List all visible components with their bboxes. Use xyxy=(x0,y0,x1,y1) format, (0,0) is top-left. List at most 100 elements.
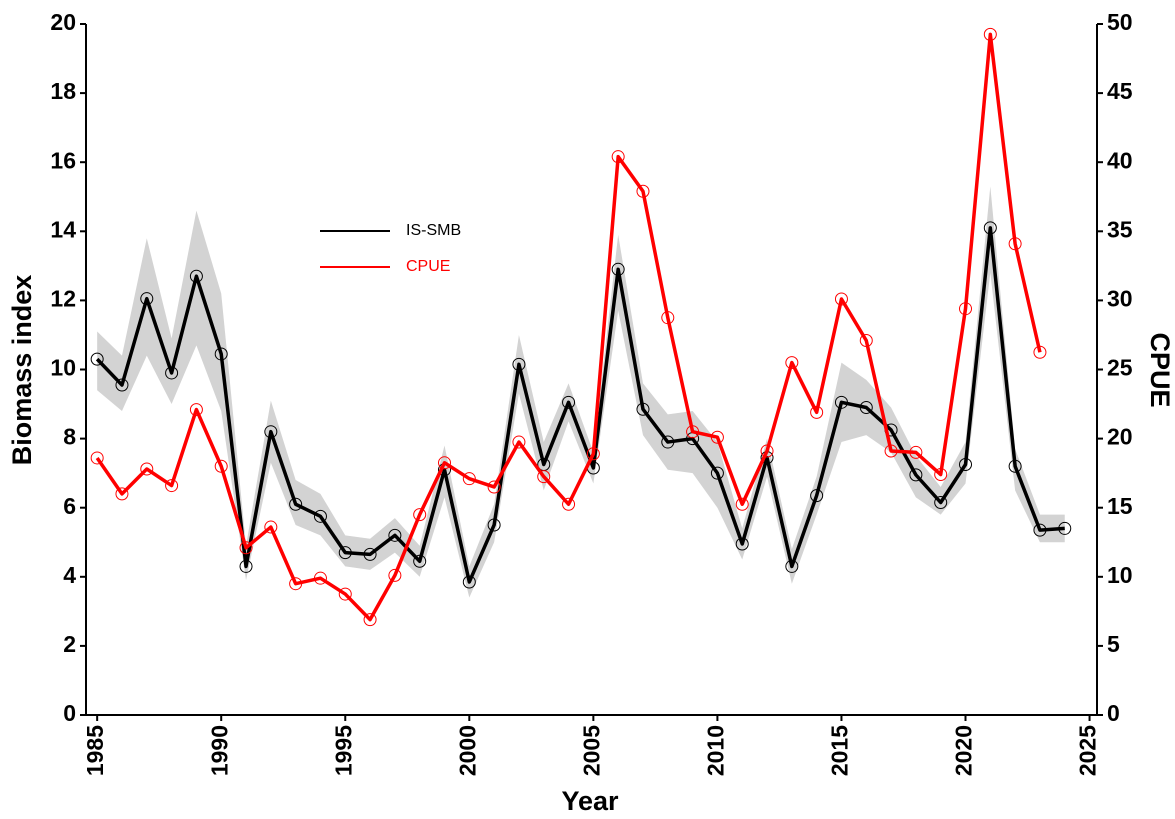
data-point xyxy=(413,554,427,568)
y-tick-label: 16 xyxy=(50,147,76,173)
y2-tick-label: 15 xyxy=(1107,493,1133,519)
y-tick-label: 4 xyxy=(63,562,76,588)
data-point xyxy=(661,311,675,325)
data-point xyxy=(462,472,476,486)
data-point xyxy=(1008,237,1022,251)
data-point xyxy=(115,378,129,392)
data-point xyxy=(710,430,724,444)
data-point xyxy=(363,547,377,561)
data-point xyxy=(686,425,700,439)
y2-tick-label: 50 xyxy=(1107,9,1133,35)
y-tick-label: 14 xyxy=(50,216,76,242)
data-point xyxy=(735,537,749,551)
data-point xyxy=(636,184,650,198)
data-point xyxy=(289,577,303,591)
data-point xyxy=(785,559,799,573)
data-point xyxy=(983,27,997,41)
y-tick-label: 6 xyxy=(63,493,76,519)
data-point xyxy=(140,462,154,476)
x-tick-label: 2025 xyxy=(1075,725,1101,776)
x-tick-label: 2005 xyxy=(578,725,604,776)
data-point xyxy=(661,435,675,449)
data-point xyxy=(289,497,303,511)
series-line xyxy=(95,226,1065,584)
y-axis-title: Biomass index xyxy=(7,275,37,466)
data-point xyxy=(165,366,179,380)
data-point xyxy=(785,356,799,370)
data-point xyxy=(487,518,501,532)
data-point xyxy=(90,451,104,465)
data-point xyxy=(1008,459,1022,473)
data-point xyxy=(810,489,824,503)
data-point xyxy=(264,425,278,439)
y-tick-label: 12 xyxy=(50,285,76,311)
data-point xyxy=(934,468,948,482)
y-tick-label: 2 xyxy=(63,631,76,657)
y2-tick-label: 25 xyxy=(1107,355,1133,381)
data-point xyxy=(487,480,501,494)
y2-tick-label: 30 xyxy=(1107,285,1133,311)
data-point xyxy=(859,401,873,415)
data-point xyxy=(810,405,824,419)
y-tick-label: 20 xyxy=(50,9,76,35)
data-point xyxy=(636,402,650,416)
data-point xyxy=(363,613,377,627)
y-tick-label: 8 xyxy=(63,424,76,450)
y-tick-label: 18 xyxy=(50,78,76,104)
data-point xyxy=(239,541,253,555)
data-point xyxy=(239,559,253,573)
data-point xyxy=(189,403,203,417)
y2-tick-label: 40 xyxy=(1107,147,1133,173)
data-point xyxy=(189,269,203,283)
legend-label: IS-SMB xyxy=(406,222,461,239)
data-point xyxy=(710,466,724,480)
y2-tick-label: 10 xyxy=(1107,562,1133,588)
data-point xyxy=(611,150,625,164)
x-tick-label: 2020 xyxy=(951,725,977,776)
data-point xyxy=(115,487,129,501)
y-tick-label: 10 xyxy=(50,355,76,381)
data-point xyxy=(959,458,973,472)
data-point xyxy=(959,302,973,316)
data-point xyxy=(338,587,352,601)
y2-tick-label: 20 xyxy=(1107,424,1133,450)
data-point xyxy=(1058,521,1072,535)
data-point xyxy=(165,479,179,493)
y2-tick-label: 35 xyxy=(1107,216,1133,242)
data-point xyxy=(537,470,551,484)
data-point xyxy=(512,357,526,371)
data-point xyxy=(934,496,948,510)
y2-tick-label: 45 xyxy=(1107,78,1133,104)
y2-tick-label: 0 xyxy=(1107,700,1120,726)
data-point xyxy=(512,435,526,449)
data-point xyxy=(264,520,278,534)
x-tick-label: 2015 xyxy=(827,725,853,776)
data-point xyxy=(760,444,774,458)
data-point xyxy=(586,447,600,461)
data-point xyxy=(834,292,848,306)
data-point xyxy=(909,445,923,459)
data-point xyxy=(562,497,576,511)
data-point xyxy=(313,571,327,585)
data-point xyxy=(1033,345,1047,359)
data-point xyxy=(735,497,749,511)
data-point xyxy=(834,395,848,409)
data-point xyxy=(140,292,154,306)
data-point xyxy=(313,509,327,523)
data-point xyxy=(388,528,402,542)
data-point xyxy=(909,468,923,482)
data-point xyxy=(214,347,228,361)
series-line xyxy=(95,32,1042,622)
x-tick-label: 2000 xyxy=(454,725,480,776)
data-point xyxy=(338,546,352,560)
data-point xyxy=(90,352,104,366)
x-tick-label: 1995 xyxy=(330,725,356,776)
data-point xyxy=(388,568,402,582)
y2-tick-label: 5 xyxy=(1107,631,1120,657)
data-point xyxy=(438,456,452,470)
x-tick-label: 1990 xyxy=(206,725,232,776)
data-point xyxy=(1033,523,1047,537)
data-point xyxy=(983,221,997,235)
